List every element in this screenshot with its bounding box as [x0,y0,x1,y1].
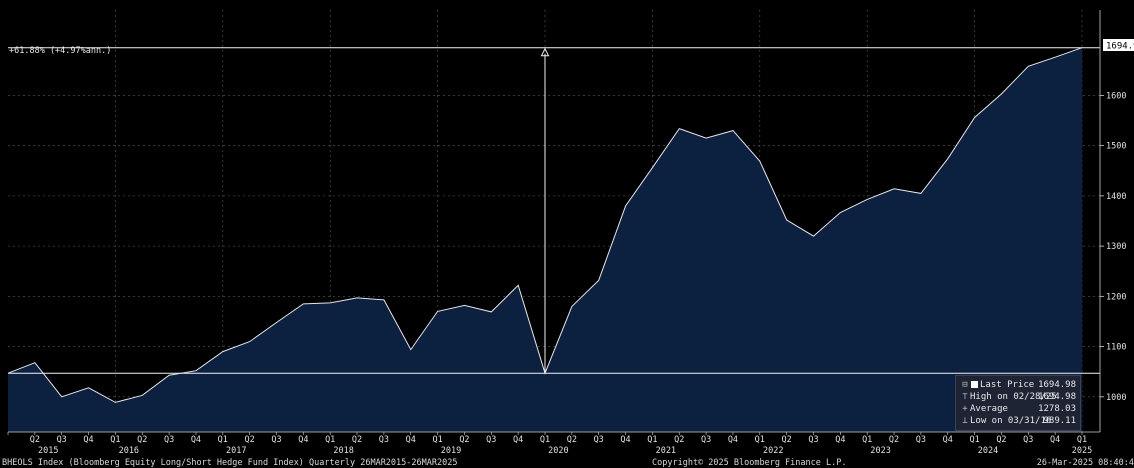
footer-timestamp: 26-Mar-2025 08:40:4 [1036,458,1134,468]
legend-average-label: Average [970,404,1008,414]
x-quarter-label: Q3 [1023,435,1033,445]
x-year-label: 2018 [333,446,353,456]
price-area-fill [8,47,1082,432]
legend-last-price-value: 1694.98 [1038,380,1076,390]
footer-copyright: Copyright© 2025 Bloomberg Finance L.P. [652,458,847,468]
legend-expand-icon[interactable]: ⊟ [962,380,968,390]
change-arrow [540,47,550,374]
x-quarter-label: Q1 [432,435,442,445]
x-quarter-label: Q2 [30,435,40,445]
last-price-swatch-icon [971,381,978,388]
x-quarter-label: Q3 [379,435,389,445]
x-quarter-label: Q1 [110,435,120,445]
legend-last-price: ⊟ Last Price 1694.98 [960,379,1076,391]
x-quarter-label: Q1 [325,435,335,445]
y-tick-label: 1500 [1106,142,1126,152]
legend-average: + Average 1278.03 [960,403,1076,415]
x-quarter-label: Q2 [352,435,362,445]
legend-low-value: 989.11 [1043,416,1076,426]
x-quarter-label: Q4 [943,435,953,445]
x-quarter-label: Q4 [728,435,738,445]
x-quarter-label: Q3 [164,435,174,445]
x-year-label: 2022 [763,446,783,456]
x-quarter-label: Q1 [1077,435,1087,445]
y-tick-label: 1300 [1106,242,1126,252]
x-year-label: 2021 [656,446,676,456]
x-year-label: 2016 [119,446,139,456]
x-quarter-label: Q4 [298,435,308,445]
last-price-tag-text: 1694.9 [1106,42,1134,52]
x-quarter-label: Q4 [620,435,630,445]
x-quarter-label: Q2 [996,435,1006,445]
legend-high: ⊤ High on 02/28/25 1694.98 [960,391,1076,403]
x-quarter-label: Q3 [701,435,711,445]
x-quarter-label: Q4 [191,435,201,445]
x-quarter-label: Q4 [513,435,523,445]
x-quarter-label: Q1 [647,435,657,445]
x-quarter-label: Q3 [916,435,926,445]
x-quarter-label: Q1 [218,435,228,445]
legend-box: ⊟ Last Price 1694.98 ⊤ High on 02/28/25 16… [955,375,1081,431]
x-year-label: 2024 [978,446,998,456]
x-quarter-label: Q3 [57,435,67,445]
x-quarter-label: Q2 [674,435,684,445]
x-quarter-label: Q1 [969,435,979,445]
legend-high-label: High on 02/28/25 [970,392,1057,402]
last-price-tag: 1694.9 [1103,39,1134,52]
footer-index-description: BHEOLS Index (Bloomberg Equity Long/Shor… [2,458,458,468]
x-quarter-label: Q4 [406,435,416,445]
x-quarter-label: Q2 [889,435,899,445]
high-marker-icon: ⊤ [962,392,968,402]
legend-average-value: 1278.03 [1038,404,1076,414]
legend-low-label: Low on 03/31/16 [970,416,1052,426]
x-quarter-label: Q4 [1050,435,1060,445]
y-tick-label: 1200 [1106,292,1126,302]
x-quarter-label: Q2 [137,435,147,445]
x-quarter-label: Q4 [83,435,93,445]
x-quarter-label: Q2 [567,435,577,445]
x-quarter-label: Q1 [755,435,765,445]
x-year-label: 2023 [870,446,890,456]
low-marker-icon: ⊥ [962,416,968,426]
x-quarter-label: Q4 [835,435,845,445]
y-tick-label: 1400 [1106,192,1126,202]
x-quarter-label: Q2 [459,435,469,445]
axes: 1000 1100 1200 1300 1400 1500 1600 Q2 Q3 Q4 Q1 Q2 Q3… [7,10,1126,456]
y-tick-label: 1100 [1106,343,1126,353]
x-year-label: 2017 [226,446,246,456]
x-year-label: 2020 [548,446,568,456]
x-quarter-label: Q3 [808,435,818,445]
arrow-head-icon [540,47,550,57]
x-quarter-label: Q3 [486,435,496,445]
x-quarter-label: Q1 [540,435,550,445]
x-quarter-label: Q2 [245,435,255,445]
change-annotation: +61.88% (+4.97%ann.) [9,46,111,56]
x-year-label: 2015 [38,446,58,456]
y-tick-label: 1600 [1106,91,1126,101]
x-year-label: 2025 [1072,446,1092,456]
legend-last-price-label: Last Price [980,380,1035,390]
average-marker-icon: + [962,404,968,414]
x-quarter-label: Q2 [782,435,792,445]
x-year-label: 2019 [441,446,461,456]
x-quarter-label: Q3 [594,435,604,445]
x-quarter-label: Q3 [271,435,281,445]
legend-low: ⊥ Low on 03/31/16 989.11 [960,415,1076,427]
legend-high-value: 1694.98 [1038,392,1076,402]
x-quarter-label: Q1 [862,435,872,445]
y-tick-label: 1000 [1106,393,1126,403]
